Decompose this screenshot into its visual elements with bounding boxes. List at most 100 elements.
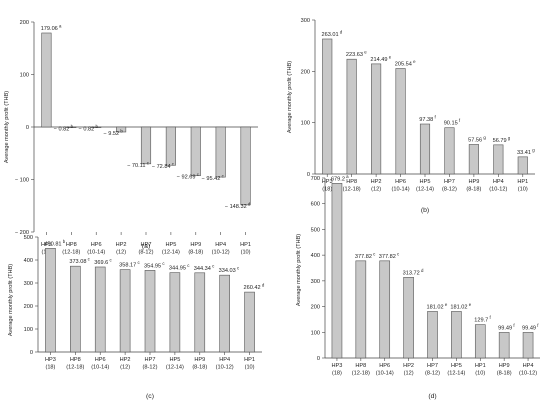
significance-letter: b xyxy=(94,124,98,129)
significance-letter: f xyxy=(458,118,461,123)
panel-caption: (d) xyxy=(428,393,436,400)
category-label: HP7 xyxy=(427,363,438,369)
significance-letter: c xyxy=(108,257,112,262)
category-label: HP3 xyxy=(331,363,342,369)
category-sublabel: (12) xyxy=(120,365,130,371)
significance-letter: c xyxy=(136,260,140,265)
chart-panel-0: − 200 − 100 0 100 200 Average monthly profit … xyxy=(4,20,258,256)
bar xyxy=(451,311,462,359)
significance-letter: g xyxy=(482,135,486,140)
bar xyxy=(322,38,333,175)
bar xyxy=(522,332,534,359)
significance-letter: f xyxy=(488,315,491,320)
y-tick-label: 200 xyxy=(20,20,29,26)
data-label: 181.02 e xyxy=(427,302,448,311)
y-tick-label: 500 xyxy=(24,235,33,241)
category-sublabel: (12) xyxy=(404,371,414,377)
bar xyxy=(140,126,152,165)
data-label: 90.15 f xyxy=(444,118,461,127)
data-label: − 9.52 b xyxy=(103,128,123,137)
bar xyxy=(116,126,127,133)
category-label: HP3 xyxy=(41,242,52,248)
bar xyxy=(498,332,510,359)
significance-letter: c xyxy=(236,266,240,271)
category-sublabel: (10-14) xyxy=(376,371,394,377)
data-label: − 70.11 c xyxy=(127,160,150,169)
category-label: HP7 xyxy=(444,179,455,185)
category-label: HP6 xyxy=(379,363,390,369)
category-sublabel: (10-12) xyxy=(519,371,537,377)
data-label: 179.06 a xyxy=(41,23,62,32)
y-tick-label: 200 xyxy=(24,304,33,310)
bar xyxy=(219,274,230,353)
bar xyxy=(517,156,528,175)
category-label: HP7 xyxy=(145,357,156,363)
significance-letter: c xyxy=(220,174,224,179)
bar xyxy=(169,272,181,353)
bar xyxy=(45,248,56,353)
data-label: 344.34 c xyxy=(194,263,215,272)
category-sublabel: (12-18) xyxy=(62,250,80,256)
data-label: 260.42 d xyxy=(244,283,265,292)
category-label: HP4 xyxy=(493,179,504,185)
bar xyxy=(144,270,156,353)
category-label: HP6 xyxy=(91,242,102,248)
y-tick-label: 400 xyxy=(311,253,320,259)
y-axis-title: Average monthly profit (THB) xyxy=(296,234,302,306)
category-sublabel: (12) xyxy=(116,250,126,256)
category-label: HP2 xyxy=(116,242,127,248)
data-label: 679.2 a xyxy=(331,174,349,183)
category-label: HP1 xyxy=(517,179,528,185)
significance-letter: b xyxy=(119,128,123,133)
data-label: 263.01 d xyxy=(321,29,342,38)
bar xyxy=(371,63,382,175)
significance-letter: e xyxy=(387,54,391,59)
data-label: 181.02 e xyxy=(450,302,471,311)
category-label: HP3 xyxy=(322,179,333,185)
category-sublabel: (8-12) xyxy=(139,250,154,256)
significance-letter: c xyxy=(195,172,199,177)
y-tick-label: 100 xyxy=(311,330,320,336)
bar xyxy=(165,126,176,166)
data-label: 205.54 e xyxy=(395,59,416,68)
category-sublabel: (8-18) xyxy=(188,250,203,256)
chart-panel-1: 0 100 200 300 Average monthly profit (THB) 26… xyxy=(287,18,535,214)
category-sublabel: (12-18) xyxy=(352,371,370,377)
significance-letter: b xyxy=(69,124,73,129)
bar xyxy=(244,291,255,353)
y-tick-label: 600 xyxy=(311,202,320,208)
panel-caption: (a) xyxy=(142,243,150,250)
category-label: HP5 xyxy=(451,363,462,369)
category-label: HP1 xyxy=(244,357,255,363)
bar xyxy=(395,68,406,175)
data-label: 129.7 f xyxy=(474,315,491,324)
significance-letter: a xyxy=(345,174,349,179)
category-sublabel: (10) xyxy=(475,371,485,377)
category-label: HP8 xyxy=(66,242,77,248)
category-sublabel: (10) xyxy=(518,187,528,193)
chart-panel-3: 0 100 200 300 400 500 600 700 Average monthly pr… xyxy=(296,174,540,400)
category-sublabel: (12-18) xyxy=(66,365,84,371)
category-sublabel: (18) xyxy=(322,187,332,193)
y-tick-label: 700 xyxy=(311,176,320,182)
category-sublabel: (8-12) xyxy=(425,371,440,377)
category-sublabel: (10-14) xyxy=(87,250,105,256)
data-label: − 92.69 c xyxy=(177,172,200,181)
category-label: HP9 xyxy=(499,363,510,369)
bar xyxy=(379,260,391,359)
bar xyxy=(331,183,343,359)
data-label: 373.08 c xyxy=(69,257,90,266)
significance-letter: d xyxy=(420,268,424,273)
bar xyxy=(474,324,486,359)
bar xyxy=(419,123,431,175)
data-label: 57.56 g xyxy=(468,135,486,144)
bar xyxy=(240,126,251,206)
bar xyxy=(41,32,52,128)
category-label: HP6 xyxy=(395,179,406,185)
bar xyxy=(190,126,201,176)
bar xyxy=(355,260,367,359)
bar xyxy=(346,58,357,175)
category-sublabel: (8-18) xyxy=(497,371,512,377)
category-sublabel: (10) xyxy=(245,365,255,371)
